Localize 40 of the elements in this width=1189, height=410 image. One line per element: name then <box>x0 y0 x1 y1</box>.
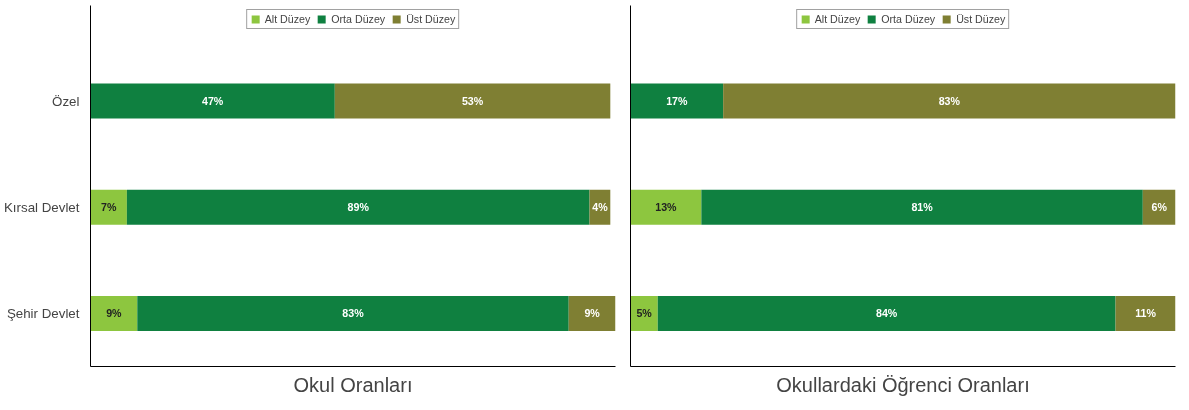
bar <box>126 189 590 225</box>
data-label: 9% <box>584 307 601 320</box>
data-label: 13% <box>655 201 678 214</box>
legend-label: Alt Düzey <box>814 13 861 25</box>
bar <box>90 295 138 331</box>
y-tick-label: Şehir Devlet <box>6 305 80 321</box>
data-label: 7% <box>100 201 117 214</box>
bar <box>723 83 1176 119</box>
data-label: 47% <box>201 95 224 108</box>
data-label: 53% <box>461 95 484 108</box>
bar <box>90 83 335 119</box>
bar <box>630 189 702 225</box>
data-label: 83% <box>342 307 365 320</box>
legend-label: Orta Düzey <box>881 13 936 25</box>
y-tick-label: Kırsal Devlet <box>3 199 80 215</box>
bar <box>657 295 1116 331</box>
bar <box>1115 295 1176 331</box>
data-label: 5% <box>636 307 653 320</box>
data-label: 83% <box>938 95 961 108</box>
legend-label: Alt Düzey <box>264 13 311 25</box>
data-label: 11% <box>1135 307 1157 320</box>
data-label: 4% <box>592 201 609 214</box>
data-label: 84% <box>875 307 898 320</box>
text: Okul Oranları <box>293 373 413 396</box>
data-label: 17% <box>666 95 689 108</box>
bar <box>90 189 127 225</box>
legend-label: Üst Düzey <box>406 13 456 25</box>
bar <box>137 295 569 331</box>
data-label: 9% <box>106 307 123 320</box>
text: Okullardaki Öğrenci Oranları <box>776 373 1030 396</box>
data-label: 89% <box>347 201 370 214</box>
bar <box>568 295 616 331</box>
bar <box>334 83 611 119</box>
legend-label: Orta Düzey <box>331 13 386 25</box>
y-tick-label: Özel <box>52 93 80 109</box>
data-label: 81% <box>911 201 934 214</box>
data-label: 6% <box>1151 201 1168 214</box>
bar <box>701 189 1143 225</box>
legend-label: Üst Düzey <box>956 13 1006 25</box>
bar <box>630 83 724 119</box>
